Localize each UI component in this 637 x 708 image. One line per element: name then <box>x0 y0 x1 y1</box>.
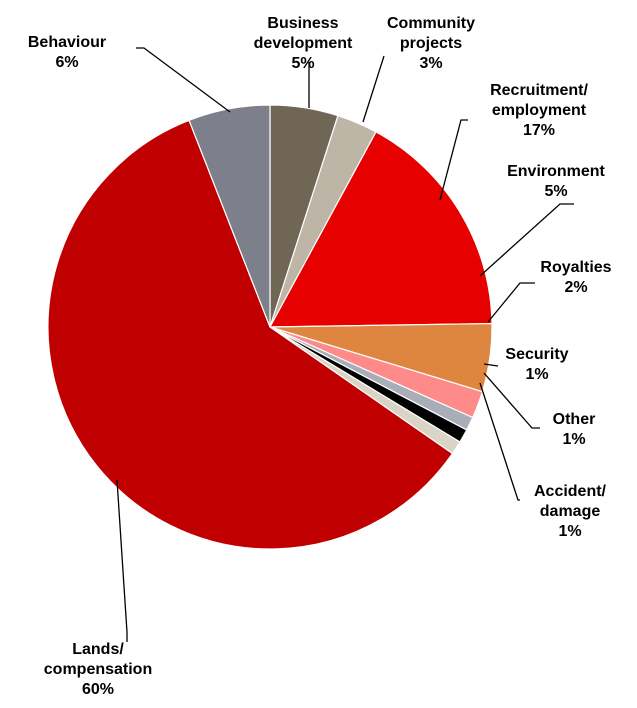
data-label-royalties: Royalties 2% <box>540 259 611 296</box>
data-label-percent: 5% <box>291 55 314 72</box>
leader-lines-layer <box>116 47 574 642</box>
leader-line-accident-damage <box>479 382 520 501</box>
data-label-category: Accident/ <box>534 483 607 500</box>
data-label-category: Royalties <box>540 259 611 276</box>
data-label-category: development <box>254 35 353 52</box>
slices-layer <box>47 104 493 550</box>
data-label-recruitment-employment: Recruitment/employment 17% <box>490 82 588 139</box>
data-label-category: Community <box>387 15 475 32</box>
data-label-category: Business <box>267 15 338 32</box>
data-label-other: Other 1% <box>553 411 596 448</box>
data-label-percent: 1% <box>562 431 585 448</box>
data-label-category: Behaviour <box>28 34 106 51</box>
leader-line-security <box>483 363 499 367</box>
leader-line-lands-compensation <box>116 479 128 642</box>
data-label-category: Environment <box>507 163 605 180</box>
leader-line-royalties <box>487 282 535 323</box>
data-label-category: projects <box>400 35 462 52</box>
leader-line-environment <box>479 203 574 277</box>
data-label-percent: 17% <box>523 122 555 139</box>
data-label-security: Security 1% <box>505 346 568 383</box>
data-label-percent: 6% <box>55 54 78 71</box>
data-label-percent: 60% <box>82 681 114 698</box>
data-label-percent: 2% <box>564 279 587 296</box>
data-label-business-development: Business development 5% <box>254 15 353 72</box>
data-label-category: Lands/ <box>72 641 124 658</box>
pie-slice-lands-compensation <box>47 119 454 550</box>
leader-line-community-projects <box>362 55 385 123</box>
data-label-percent: 5% <box>544 183 567 200</box>
data-label-lands-compensation: Lands/compensation 60% <box>44 641 152 698</box>
data-label-category: Security <box>505 346 568 363</box>
data-label-environment: Environment 5% <box>507 163 605 200</box>
leader-line-other <box>483 372 540 429</box>
data-label-percent: 1% <box>525 366 548 383</box>
pie-slice-recruitment-employment <box>268 131 493 328</box>
data-label-community-projects: Community projects 3% <box>387 15 475 72</box>
data-label-behaviour: Behaviour 6% <box>28 34 106 71</box>
leader-line-recruitment-employment <box>439 119 468 201</box>
data-label-category: damage <box>540 503 601 520</box>
data-label-category: compensation <box>44 661 152 678</box>
labels-layer: Business development 5% Community projects 3%… <box>28 15 612 698</box>
data-label-percent: 3% <box>419 55 442 72</box>
pie-slice-behaviour <box>188 104 271 328</box>
data-label-category: Other <box>553 411 596 428</box>
leader-line-behaviour <box>136 47 231 113</box>
data-label-percent: 1% <box>558 523 581 540</box>
data-label-category: employment <box>492 102 587 119</box>
data-label-accident-damage: Accident/damage 1% <box>534 483 607 540</box>
data-label-category: Recruitment/ <box>490 82 588 99</box>
